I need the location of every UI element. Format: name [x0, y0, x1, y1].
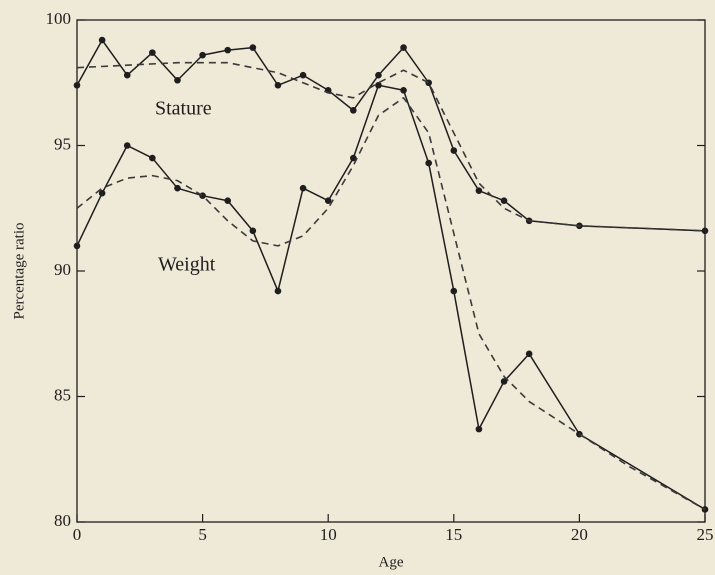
data-point	[500, 378, 508, 385]
x-axis-label: Age	[379, 554, 404, 570]
data-point	[249, 44, 257, 51]
y-tick-label: 90	[54, 260, 71, 279]
y-tick-label: 85	[54, 385, 71, 404]
data-point	[375, 81, 382, 89]
x-tick-label: 10	[320, 525, 337, 544]
data-point	[98, 36, 106, 44]
series-label: Stature	[155, 98, 212, 120]
data-point	[123, 71, 131, 79]
data-point	[174, 76, 181, 84]
data-point	[475, 425, 483, 433]
data-point	[224, 46, 232, 54]
x-tick-label: 25	[697, 525, 714, 544]
data-point	[274, 287, 282, 295]
series-label: Weight	[158, 254, 216, 276]
data-point	[299, 71, 307, 79]
data-point	[450, 147, 458, 154]
data-point	[199, 51, 206, 59]
x-tick-label: 5	[198, 525, 207, 544]
x-tick-label: 15	[445, 525, 462, 544]
data-point	[400, 86, 407, 94]
data-point	[174, 184, 181, 192]
data-point	[149, 49, 156, 56]
data-point	[274, 81, 282, 89]
y-tick-label: 95	[54, 134, 71, 153]
data-point	[123, 142, 131, 149]
data-point	[324, 197, 332, 205]
data-point	[299, 184, 307, 192]
x-tick-label: 20	[571, 525, 588, 544]
data-point	[350, 154, 357, 162]
smoothed-line	[76, 61, 706, 232]
data-point	[525, 350, 533, 358]
data-point	[73, 81, 81, 89]
data-point	[249, 227, 257, 235]
data-point	[475, 187, 483, 194]
data-point	[701, 227, 709, 235]
data-point	[149, 154, 156, 162]
data-point	[400, 44, 407, 51]
data-point	[73, 242, 81, 250]
smoothed-line	[76, 97, 706, 511]
y-tick-label: 80	[54, 511, 71, 530]
data-point	[500, 197, 508, 205]
data-point	[375, 71, 382, 79]
y-axis-label: Percentage ratio	[11, 222, 27, 319]
data-point	[98, 189, 106, 197]
data-point	[450, 287, 458, 295]
data-point	[224, 197, 232, 205]
x-tick-label: 0	[73, 525, 82, 544]
y-tick-label: 100	[46, 9, 72, 28]
data-point	[425, 159, 432, 167]
data-point	[350, 107, 357, 114]
data-point	[425, 79, 432, 87]
